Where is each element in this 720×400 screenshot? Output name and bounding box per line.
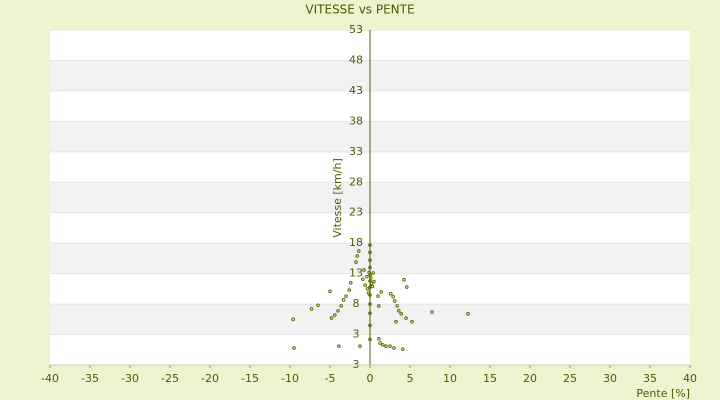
y-tick-label: 53 <box>349 23 363 36</box>
x-axis-label: Pente [%] <box>636 387 690 400</box>
point <box>394 319 398 324</box>
point <box>309 307 314 311</box>
point <box>379 290 384 294</box>
point <box>362 268 366 272</box>
point <box>329 316 334 320</box>
point <box>405 285 409 289</box>
point <box>369 281 374 286</box>
point <box>466 312 470 316</box>
y-tick-label: 38 <box>349 114 363 127</box>
x-tick-label: 40 <box>683 372 697 385</box>
point <box>368 265 372 270</box>
point <box>368 273 372 277</box>
point <box>369 276 373 280</box>
y-tick-label: 18 <box>349 236 363 249</box>
chart-title: VITESSE vs PENTE <box>305 3 414 17</box>
x-tick-label: -15 <box>241 372 259 385</box>
point <box>341 298 346 302</box>
point <box>371 271 376 275</box>
x-tick-label: -25 <box>161 372 179 385</box>
x-tick-label: -35 <box>81 372 99 385</box>
x-tick-label: 30 <box>603 372 617 385</box>
x-tick-label: 0 <box>367 372 374 385</box>
point <box>358 344 362 348</box>
point <box>368 258 372 263</box>
point <box>368 279 372 283</box>
point <box>391 294 396 299</box>
point <box>370 284 375 289</box>
point <box>368 311 372 316</box>
point <box>430 310 434 314</box>
point <box>363 283 368 288</box>
point <box>368 302 372 306</box>
x-tick-label: 35 <box>643 372 657 385</box>
y-tick-label: 8 <box>353 297 360 310</box>
point <box>357 249 361 253</box>
point <box>368 243 372 247</box>
y-tick-label: 33 <box>349 145 363 158</box>
point <box>401 347 405 351</box>
point <box>328 289 332 294</box>
point <box>333 313 337 317</box>
x-tick-label: -20 <box>201 372 219 385</box>
point <box>354 260 358 264</box>
y-tick-label: 28 <box>349 175 363 188</box>
point <box>316 303 320 308</box>
y-tick-label: 3 <box>353 328 360 341</box>
point <box>291 317 296 322</box>
point <box>368 323 372 328</box>
point <box>399 312 404 316</box>
y-tick-label: 13 <box>349 267 363 280</box>
point <box>347 288 352 292</box>
point <box>389 291 393 296</box>
point <box>365 287 370 291</box>
x-tick-label: -10 <box>281 372 299 385</box>
y-tick-label: 43 <box>349 84 363 97</box>
y-axis-label: Vitesse [km/h] <box>331 158 344 238</box>
x-tick-label: 10 <box>443 372 457 385</box>
point <box>337 344 341 348</box>
point <box>349 280 353 285</box>
point <box>292 346 296 350</box>
point <box>395 304 400 308</box>
point <box>377 337 381 341</box>
point <box>384 344 388 348</box>
point <box>368 293 372 297</box>
point <box>393 299 397 303</box>
point <box>336 308 340 313</box>
point <box>378 341 382 345</box>
point <box>355 254 360 258</box>
point <box>381 343 385 347</box>
point <box>361 277 365 281</box>
x-tick-label: 15 <box>483 372 497 385</box>
point <box>339 304 344 308</box>
point <box>372 279 376 284</box>
x-tick-label: 5 <box>407 372 414 385</box>
point <box>410 319 414 324</box>
point <box>397 308 401 313</box>
point <box>388 344 392 348</box>
y-tick-label: 23 <box>349 206 363 219</box>
x-tick-label: 20 <box>523 372 537 385</box>
point <box>376 294 380 298</box>
point <box>368 337 372 342</box>
point <box>377 304 381 308</box>
point <box>402 277 406 282</box>
x-tick-label: -40 <box>41 372 59 385</box>
point <box>392 346 396 350</box>
x-tick-label: 25 <box>563 372 577 385</box>
x-tick-label: -5 <box>325 372 336 385</box>
point <box>404 316 408 320</box>
point <box>365 274 369 279</box>
y-tick-label: 48 <box>349 53 363 66</box>
point <box>344 294 348 298</box>
point <box>368 250 372 255</box>
x-tick-label: -30 <box>121 372 139 385</box>
